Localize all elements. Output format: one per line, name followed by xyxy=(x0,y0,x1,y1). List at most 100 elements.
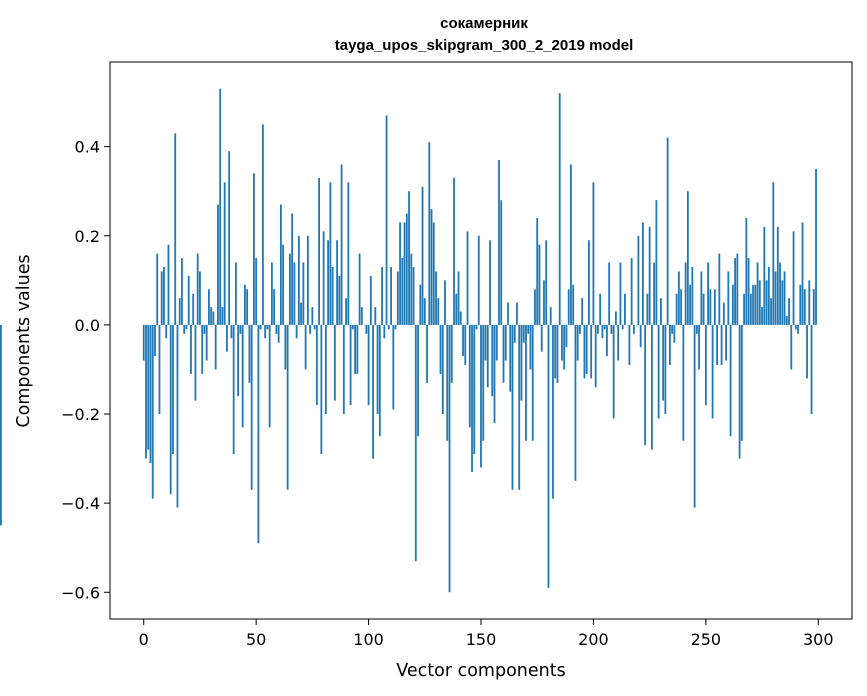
bar xyxy=(581,298,584,325)
bar xyxy=(531,324,534,441)
bar xyxy=(223,182,226,325)
bar xyxy=(448,324,451,593)
bar xyxy=(194,324,197,401)
bar xyxy=(646,293,649,325)
bar xyxy=(518,324,521,490)
bar xyxy=(610,324,613,334)
bar xyxy=(151,324,154,499)
bar xyxy=(324,324,327,415)
bar xyxy=(484,324,487,361)
bar xyxy=(142,324,145,361)
bar xyxy=(745,217,748,325)
bar xyxy=(273,289,276,325)
bar xyxy=(327,240,329,325)
bar xyxy=(149,324,152,464)
bar xyxy=(801,222,804,325)
bar xyxy=(275,324,278,334)
bar xyxy=(253,173,255,325)
bar xyxy=(266,324,269,330)
bar xyxy=(392,324,395,410)
bar xyxy=(718,253,721,325)
bar xyxy=(378,324,381,437)
y-axis-label: Components values xyxy=(14,254,34,427)
bar xyxy=(464,324,467,365)
bar xyxy=(462,324,464,357)
bar xyxy=(214,324,217,370)
bar xyxy=(495,324,498,361)
bar xyxy=(552,324,554,499)
bar xyxy=(641,222,644,325)
bar xyxy=(376,324,379,415)
bar xyxy=(322,231,325,325)
bar xyxy=(624,293,626,325)
bar xyxy=(549,307,552,325)
bar xyxy=(713,289,716,325)
bar xyxy=(734,258,736,325)
bar xyxy=(288,253,291,325)
bar xyxy=(785,315,788,325)
bar xyxy=(374,307,377,325)
bar xyxy=(311,307,314,325)
bar xyxy=(659,298,662,325)
bar xyxy=(250,324,253,490)
bar xyxy=(758,280,761,325)
bar xyxy=(315,324,318,406)
bar xyxy=(270,262,273,325)
bar xyxy=(556,324,559,383)
bar xyxy=(383,324,386,339)
x-tick-label: 150 xyxy=(466,630,497,649)
bar xyxy=(199,271,201,325)
bar xyxy=(779,262,781,325)
bar xyxy=(403,222,406,325)
bar xyxy=(774,271,777,325)
y-tick-label: 0.0 xyxy=(75,316,100,335)
bar xyxy=(356,324,359,374)
bar xyxy=(372,324,374,459)
bar xyxy=(603,324,606,330)
bar xyxy=(176,324,179,508)
bar xyxy=(401,258,404,325)
x-axis: 0 50 100 150 200 250 300 xyxy=(139,619,834,649)
bar xyxy=(336,240,338,325)
bar xyxy=(507,302,509,325)
bar xyxy=(338,275,341,325)
bar xyxy=(351,324,354,330)
bar xyxy=(480,324,482,468)
bar xyxy=(788,298,790,325)
x-tick-label: 0 xyxy=(139,630,149,649)
bar xyxy=(482,324,485,441)
bar xyxy=(423,298,426,325)
bar xyxy=(268,324,271,428)
bar xyxy=(684,262,687,325)
x-axis-label: Vector components xyxy=(396,661,565,681)
bar xyxy=(792,231,795,325)
bar xyxy=(536,217,539,325)
bar xyxy=(597,324,599,334)
bar xyxy=(711,324,714,419)
bar xyxy=(815,168,817,325)
bar xyxy=(522,324,525,343)
bar xyxy=(446,324,449,441)
bar xyxy=(318,177,321,325)
chart-subtitle: tayga_upos_skipgram_300_2_2019 model xyxy=(335,37,634,54)
bar xyxy=(408,191,410,325)
bar xyxy=(354,324,356,374)
bar xyxy=(466,231,469,325)
bar xyxy=(547,324,550,588)
bar xyxy=(680,289,683,325)
bar xyxy=(698,324,700,370)
bar xyxy=(244,284,246,325)
bar xyxy=(190,324,192,374)
y-tick-label: −0.4 xyxy=(61,494,100,513)
bar xyxy=(731,284,734,325)
bar xyxy=(673,324,676,343)
bar xyxy=(682,324,685,441)
bar xyxy=(491,324,494,397)
bar xyxy=(226,324,228,352)
bar xyxy=(579,324,581,334)
bar xyxy=(360,307,363,325)
bar xyxy=(583,324,586,379)
bar xyxy=(570,164,572,325)
bar xyxy=(390,266,392,325)
bar xyxy=(716,324,718,365)
